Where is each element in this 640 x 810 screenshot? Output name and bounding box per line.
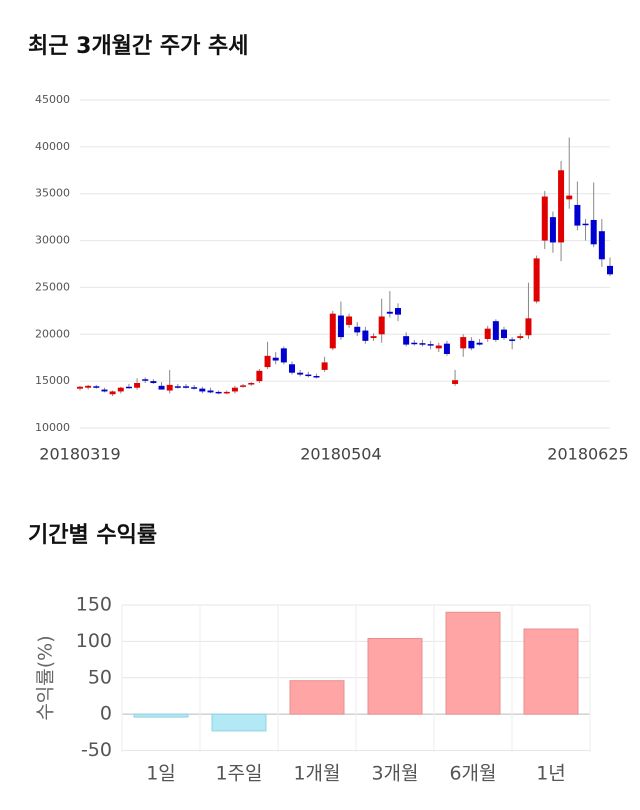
x-tick-label: 6개월 xyxy=(449,763,496,785)
candle-body xyxy=(395,308,401,315)
y-tick-label: 50 xyxy=(88,666,112,688)
chart-title: 최근 3개월간 주가 추세 xyxy=(28,34,248,59)
candle-body xyxy=(362,330,369,341)
candle-body xyxy=(191,387,198,389)
bar xyxy=(133,713,189,718)
candle-body xyxy=(280,348,287,363)
candle-body xyxy=(509,339,516,341)
candle-body xyxy=(329,313,336,349)
y-tick-label: 10000 xyxy=(35,421,70,434)
candle-body xyxy=(305,374,312,377)
candle-body xyxy=(354,326,361,333)
candle-body xyxy=(558,170,565,243)
x-tick-label: 20180504 xyxy=(300,445,381,464)
y-tick-label: 20000 xyxy=(35,327,70,340)
candle-body xyxy=(101,389,108,392)
candle-body xyxy=(223,391,230,394)
y-tick-label: 25000 xyxy=(35,280,70,293)
candle-body xyxy=(590,219,597,245)
candle-body xyxy=(337,315,344,338)
chart-title: 기간별 수익률 xyxy=(28,523,157,548)
y-tick-label: 100 xyxy=(76,630,112,652)
candle-body xyxy=(272,357,279,361)
y-axis-label: 수익률(%) xyxy=(35,635,57,720)
candle-body xyxy=(582,223,589,226)
candle-body xyxy=(549,217,556,243)
candle-body xyxy=(541,196,548,241)
candle-body xyxy=(525,318,532,336)
candle-body xyxy=(256,370,263,382)
candle-body xyxy=(85,385,92,388)
candle-body xyxy=(321,362,328,370)
candle-body xyxy=(183,386,189,388)
x-tick-label: 1일 xyxy=(146,763,176,785)
candle-body xyxy=(264,355,271,368)
candle-body xyxy=(231,387,238,392)
x-tick-label: 1주일 xyxy=(215,763,262,785)
candle-body xyxy=(215,391,222,394)
candle-body xyxy=(207,390,214,393)
bar xyxy=(289,680,345,715)
candle-body xyxy=(607,265,613,275)
x-tick-label: 3개월 xyxy=(371,763,418,785)
candle-body xyxy=(109,391,116,395)
candle-body xyxy=(574,204,581,226)
candle-body xyxy=(492,321,499,340)
candle-body xyxy=(199,388,206,392)
x-tick-label: 20180319 xyxy=(39,445,120,464)
y-tick-label: 30000 xyxy=(35,234,70,247)
candle-body xyxy=(174,386,181,388)
candle-body xyxy=(386,311,393,314)
candle-body xyxy=(484,328,491,339)
candle-body xyxy=(93,386,100,388)
candle-body xyxy=(297,372,304,375)
candle-body xyxy=(346,316,353,325)
bar xyxy=(523,628,579,715)
candle-body xyxy=(77,386,83,389)
candle-body xyxy=(566,195,573,200)
y-tick-label: -50 xyxy=(81,739,112,761)
candle-body xyxy=(370,336,377,339)
candle-body xyxy=(117,387,124,392)
candle-body xyxy=(533,258,540,302)
candle-body xyxy=(435,345,442,349)
candle-body xyxy=(134,383,141,388)
y-tick-label: 35000 xyxy=(35,187,70,200)
candle-body xyxy=(598,231,605,260)
x-tick-label: 1년 xyxy=(536,763,566,785)
candle-body xyxy=(158,385,165,390)
candle-body xyxy=(443,343,450,354)
candle-body xyxy=(460,337,467,349)
y-tick-label: 150 xyxy=(76,594,112,616)
candle-body xyxy=(419,343,426,345)
y-tick-label: 0 xyxy=(100,703,112,725)
candle-body xyxy=(468,340,475,349)
bar xyxy=(445,611,501,715)
candle-body xyxy=(411,342,418,345)
candle-body xyxy=(403,336,410,345)
candle-body xyxy=(313,375,320,378)
bar xyxy=(367,637,423,715)
candle-body xyxy=(150,381,157,384)
candle-body xyxy=(476,342,483,345)
x-tick-label: 20180625 xyxy=(547,445,628,464)
candle-body xyxy=(240,385,247,387)
candle-body xyxy=(452,380,459,384)
y-tick-label: 45000 xyxy=(35,93,70,106)
candle-body xyxy=(517,336,524,339)
candle-body xyxy=(248,383,255,385)
candle-body xyxy=(378,316,385,335)
candle-body xyxy=(501,329,507,339)
candle-body xyxy=(427,344,434,346)
y-tick-label: 40000 xyxy=(35,140,70,153)
y-tick-label: 15000 xyxy=(35,374,70,387)
candle-body xyxy=(125,386,132,389)
x-tick-label: 1개월 xyxy=(293,763,340,785)
candle-body xyxy=(166,384,173,391)
candle-body xyxy=(289,364,295,373)
bar xyxy=(211,713,267,732)
candle-body xyxy=(142,379,149,381)
